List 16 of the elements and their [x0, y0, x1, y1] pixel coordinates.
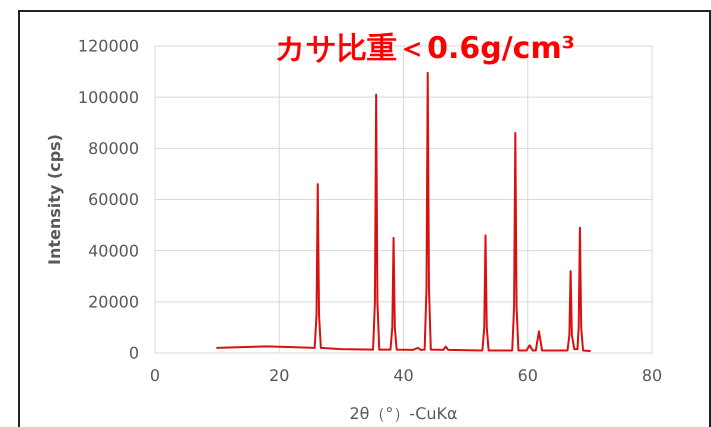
- y-tick-label: 120000: [78, 36, 139, 56]
- line-series: [216, 72, 591, 352]
- y-tick-label: 60000: [88, 190, 139, 210]
- x-tick-label: 80: [642, 366, 662, 385]
- y-tick-label: 100000: [78, 88, 139, 107]
- x-axis-title: 2θ（°）-CuKα: [349, 404, 458, 423]
- y-axis-title: Intensity (cps): [45, 134, 64, 265]
- y-tick-label: 80000: [88, 138, 139, 158]
- x-tick-label: 40: [393, 366, 414, 385]
- y-tick-label: 40000: [88, 241, 139, 260]
- x-tick-label: 60: [518, 366, 538, 385]
- y-tick-label: 0: [128, 344, 139, 363]
- x-tick-label: 20: [269, 366, 290, 385]
- x-tick-label: 0: [150, 366, 160, 385]
- chart-title: カサ比重＜0.6g/cm³: [275, 31, 575, 66]
- y-tick-label: 20000: [88, 292, 139, 312]
